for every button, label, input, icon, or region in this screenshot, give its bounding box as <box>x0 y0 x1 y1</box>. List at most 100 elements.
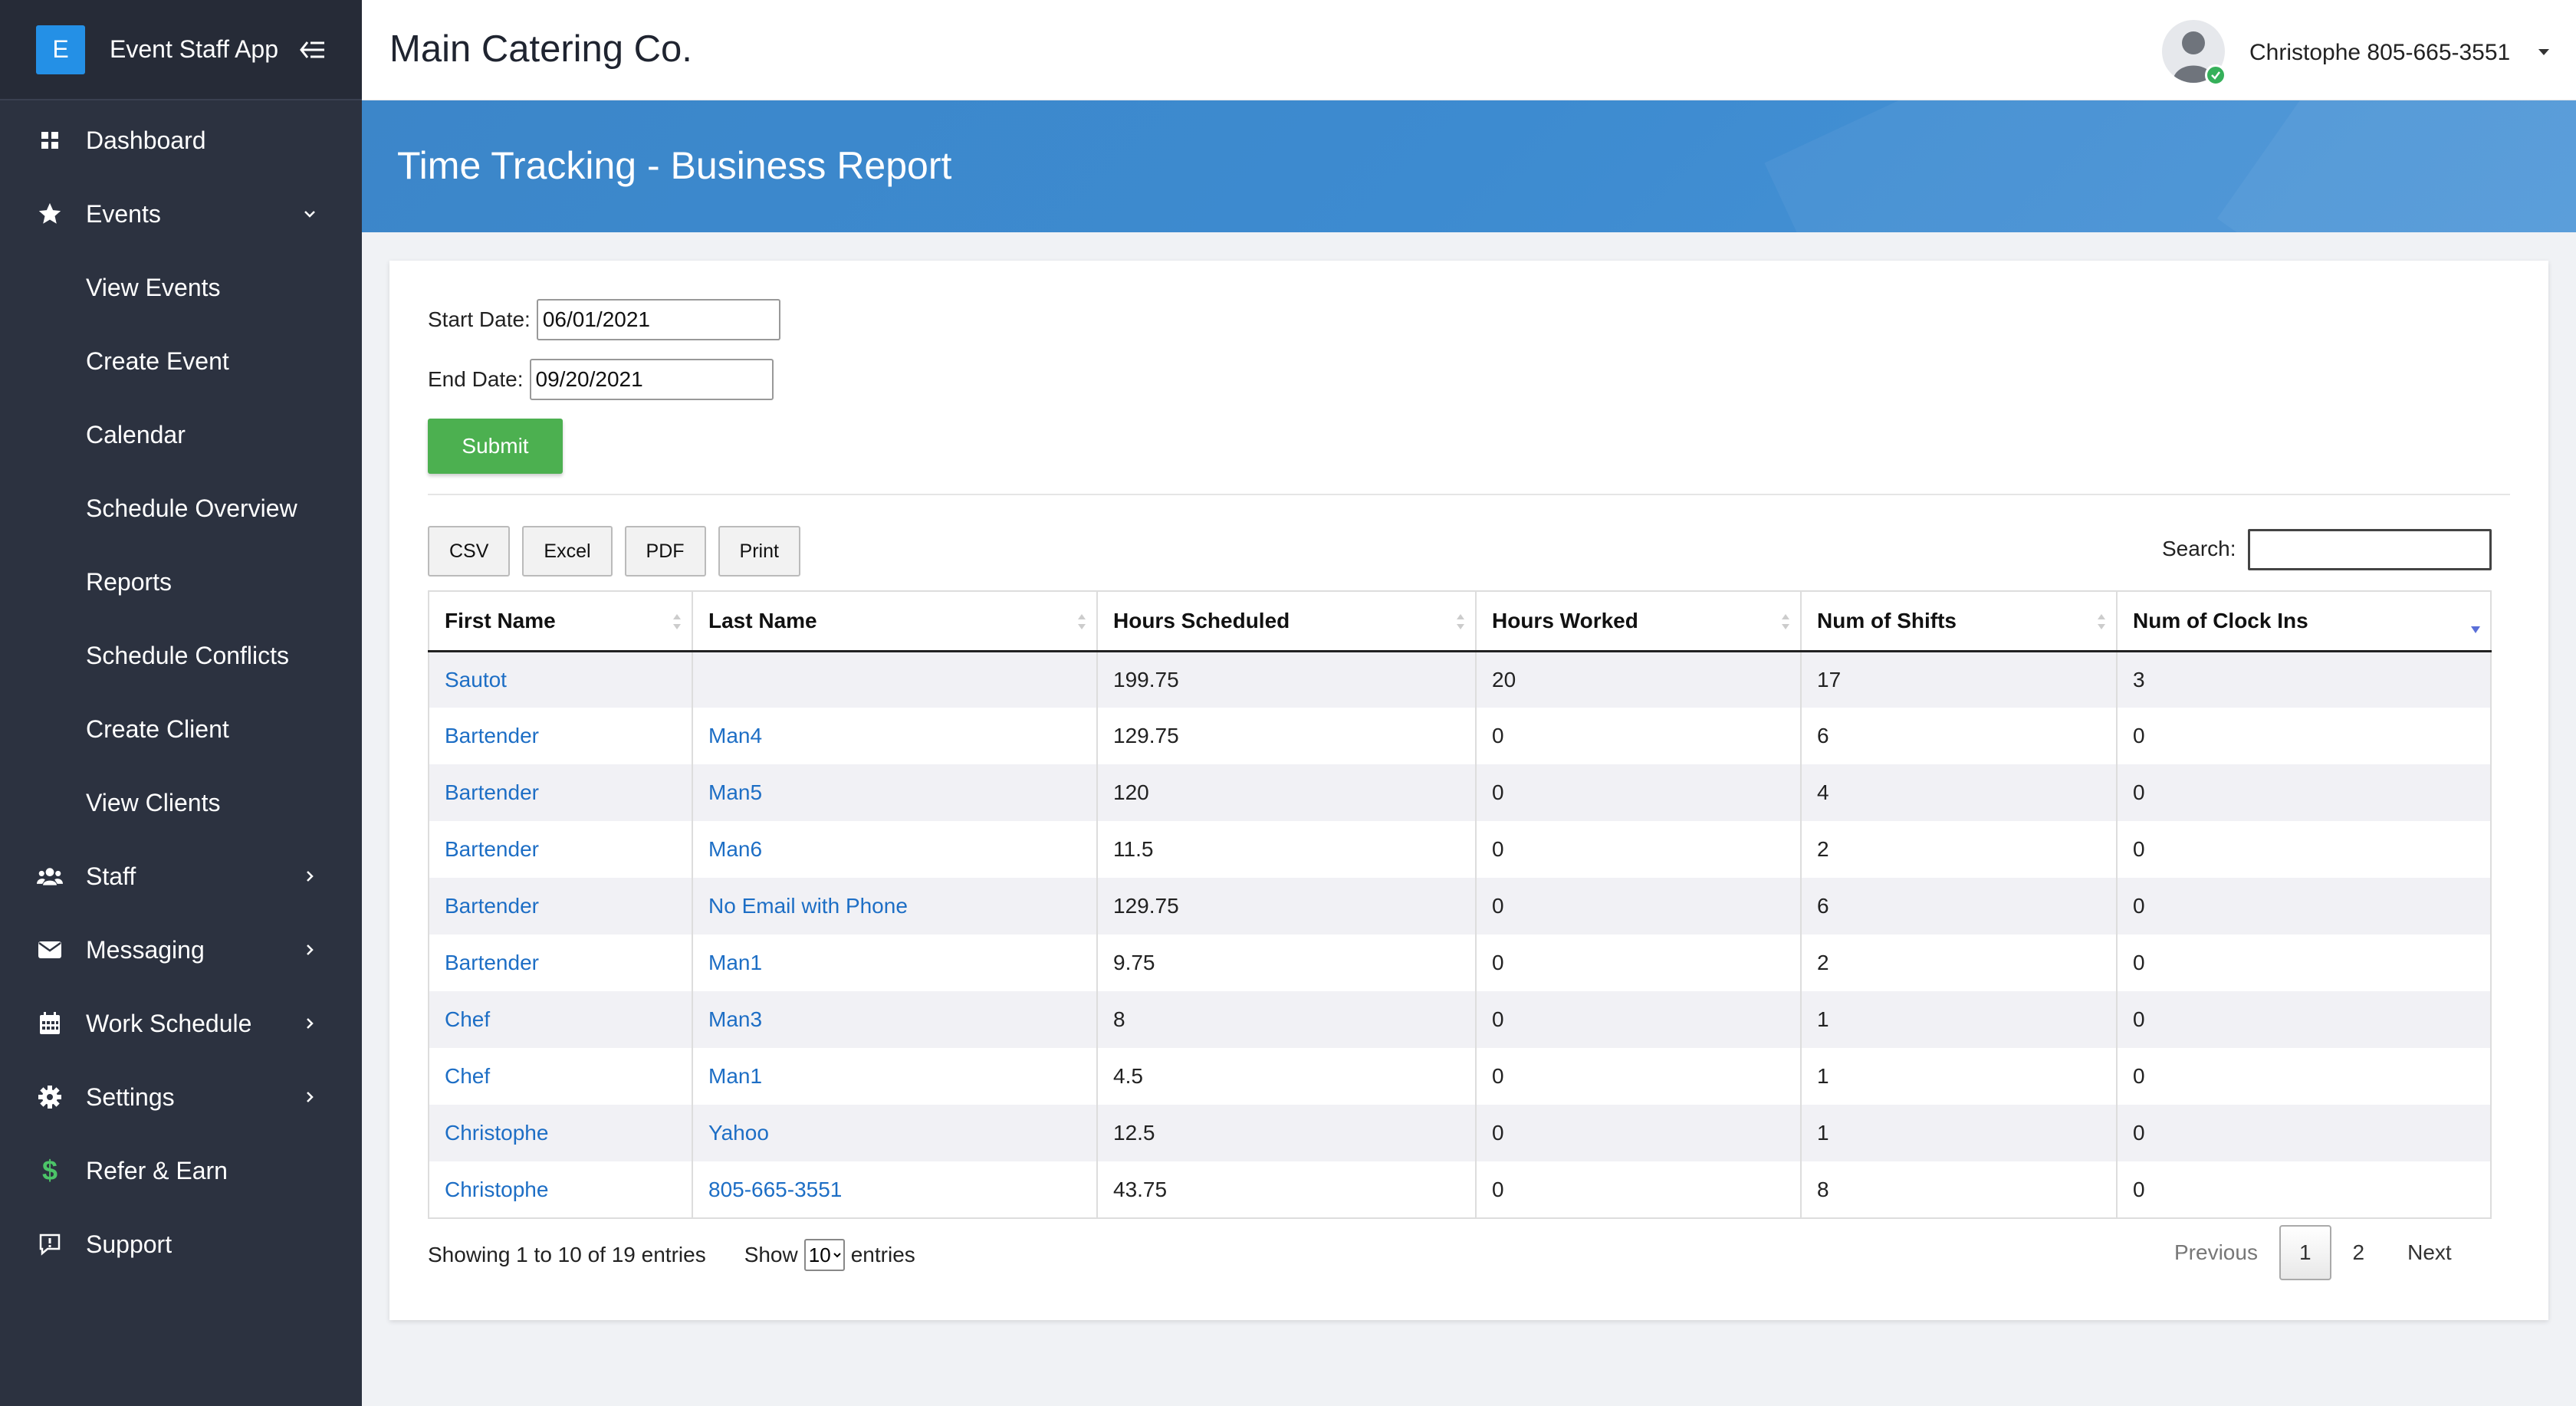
cell-last-name[interactable]: Man1 <box>692 1048 1098 1105</box>
start-date-input[interactable] <box>536 299 780 340</box>
cell-num-clock-ins: 0 <box>2116 708 2492 764</box>
sidebar-item-staff[interactable]: Staff <box>0 839 362 913</box>
sidebar-item-create-client[interactable]: Create Client <box>0 692 362 766</box>
sidebar-item-dashboard[interactable]: Dashboard <box>0 103 362 177</box>
sidebar-item-create-event[interactable]: Create Event <box>0 324 362 398</box>
end-date-input[interactable] <box>529 359 774 400</box>
previous-page-button[interactable]: Previous <box>2174 1240 2258 1264</box>
sidebar-item-label: Messaging <box>86 935 205 964</box>
column-header-first-name[interactable]: First Name <box>428 590 693 652</box>
cell-hours-scheduled: 4.5 <box>1096 1048 1477 1105</box>
cell-first-name[interactable]: Bartender <box>428 935 693 991</box>
cell-num-shifts: 1 <box>1800 991 2118 1048</box>
cell-num-shifts: 2 <box>1800 821 2118 878</box>
star-icon <box>37 201 63 227</box>
sidebar-item-label: Create Client <box>86 714 229 743</box>
cell-num-clock-ins: 0 <box>2116 1161 2492 1219</box>
cell-first-name[interactable]: Bartender <box>428 708 693 764</box>
cell-hours-worked: 0 <box>1475 1048 1802 1105</box>
cell-num-shifts: 8 <box>1800 1161 2118 1219</box>
page-size-select[interactable]: 10 <box>803 1239 845 1271</box>
cell-num-clock-ins: 3 <box>2116 651 2492 708</box>
sidebar-item-view-clients[interactable]: View Clients <box>0 766 362 839</box>
table-row: Bartender Man4 129.75 0 6 0 <box>428 708 2492 764</box>
page-1-button[interactable]: 1 <box>2279 1225 2331 1280</box>
sidebar-item-label: Staff <box>86 862 136 890</box>
export-buttons: CSV Excel PDF Print <box>428 526 800 577</box>
cell-first-name[interactable]: Chef <box>428 1048 693 1105</box>
report-table: First Name Last Name Hours Scheduled Hou… <box>428 590 2492 1219</box>
cell-first-name[interactable]: Bartender <box>428 878 693 935</box>
app-name[interactable]: Event Staff App <box>110 35 279 63</box>
sidebar-item-view-events[interactable]: View Events <box>0 251 362 324</box>
top-bar: Main Catering Co. Christophe 805-665-355… <box>362 0 2576 100</box>
table-info: Showing 1 to 10 of 19 entries Show 10 en… <box>428 1239 915 1271</box>
search-input[interactable] <box>2248 529 2492 570</box>
sidebar-item-settings[interactable]: Settings <box>0 1060 362 1134</box>
cell-num-clock-ins: 0 <box>2116 764 2492 821</box>
cell-last-name[interactable]: Man6 <box>692 821 1098 878</box>
cell-last-name[interactable]: Yahoo <box>692 1105 1098 1161</box>
search-label: Search: <box>2162 537 2236 560</box>
next-page-button[interactable]: Next <box>2407 1240 2452 1264</box>
column-header-hours-scheduled[interactable]: Hours Scheduled <box>1096 590 1477 652</box>
table-row: Bartender Man1 9.75 0 2 0 <box>428 935 2492 991</box>
cell-last-name[interactable]: 805-665-3551 <box>692 1161 1098 1219</box>
cell-hours-scheduled: 129.75 <box>1096 708 1477 764</box>
cell-num-shifts: 4 <box>1800 764 2118 821</box>
chevron-right-icon <box>299 1086 320 1108</box>
column-header-last-name[interactable]: Last Name <box>692 590 1098 652</box>
sidebar-item-schedule-overview[interactable]: Schedule Overview <box>0 471 362 545</box>
cell-num-clock-ins: 0 <box>2116 935 2492 991</box>
column-header-hours-worked[interactable]: Hours Worked <box>1475 590 1802 652</box>
cell-hours-worked: 0 <box>1475 764 1802 821</box>
caret-down-icon[interactable] <box>2538 46 2550 60</box>
sidebar-item-refer-earn[interactable]: $ Refer & Earn <box>0 1134 362 1207</box>
chevron-right-icon <box>299 866 320 887</box>
table-row: Chef Man1 4.5 0 1 0 <box>428 1048 2492 1105</box>
cell-last-name[interactable]: Man3 <box>692 991 1098 1048</box>
cell-last-name[interactable]: No Email with Phone <box>692 878 1098 935</box>
collapse-sidebar-icon[interactable] <box>300 41 326 59</box>
gear-icon <box>37 1084 63 1110</box>
cell-first-name[interactable]: Bartender <box>428 821 693 878</box>
cell-first-name[interactable]: Christophe <box>428 1161 693 1219</box>
cell-last-name[interactable]: Man1 <box>692 935 1098 991</box>
sidebar-item-work-schedule[interactable]: Work Schedule <box>0 987 362 1060</box>
online-status-icon <box>2205 64 2226 86</box>
cell-first-name[interactable]: Christophe <box>428 1105 693 1161</box>
user-menu[interactable]: Christophe 805-665-3551 <box>2249 40 2511 65</box>
submit-button[interactable]: Submit <box>428 419 563 474</box>
cell-last-name[interactable]: Man5 <box>692 764 1098 821</box>
pdf-button[interactable]: PDF <box>624 526 706 577</box>
report-card: Start Date: End Date: Submit CSV Excel P… <box>389 261 2548 1320</box>
sidebar-item-support[interactable]: Support <box>0 1207 362 1281</box>
column-header-num-shifts[interactable]: Num of Shifts <box>1800 590 2118 652</box>
cell-last-name[interactable]: Man4 <box>692 708 1098 764</box>
cell-first-name[interactable]: Bartender <box>428 764 693 821</box>
cell-hours-scheduled: 129.75 <box>1096 878 1477 935</box>
sidebar-item-reports[interactable]: Reports <box>0 545 362 619</box>
page-2-button[interactable]: 2 <box>2352 1240 2365 1264</box>
sidebar-item-events[interactable]: Events <box>0 177 362 251</box>
print-button[interactable]: Print <box>718 526 800 577</box>
sidebar-item-label: Schedule Overview <box>86 494 297 522</box>
cell-num-clock-ins: 0 <box>2116 1105 2492 1161</box>
cell-hours-worked: 0 <box>1475 821 1802 878</box>
cell-num-shifts: 6 <box>1800 708 2118 764</box>
cell-hours-scheduled: 11.5 <box>1096 821 1477 878</box>
excel-button[interactable]: Excel <box>522 526 613 577</box>
table-row: Sautot 199.75 20 17 3 <box>428 651 2492 708</box>
sidebar-item-messaging[interactable]: Messaging <box>0 913 362 987</box>
cell-last-name[interactable] <box>692 651 1098 708</box>
cell-num-shifts: 1 <box>1800 1048 2118 1105</box>
chevron-right-icon <box>299 939 320 961</box>
csv-button[interactable]: CSV <box>428 526 511 577</box>
cell-first-name[interactable]: Chef <box>428 991 693 1048</box>
company-name: Main Catering Co. <box>389 28 692 70</box>
app-logo[interactable]: E <box>36 25 85 74</box>
cell-first-name[interactable]: Sautot <box>428 651 693 708</box>
sidebar-item-schedule-conflicts[interactable]: Schedule Conflicts <box>0 619 362 692</box>
column-header-num-clock-ins[interactable]: Num of Clock Ins <box>2116 590 2492 652</box>
sidebar-item-calendar[interactable]: Calendar <box>0 398 362 471</box>
